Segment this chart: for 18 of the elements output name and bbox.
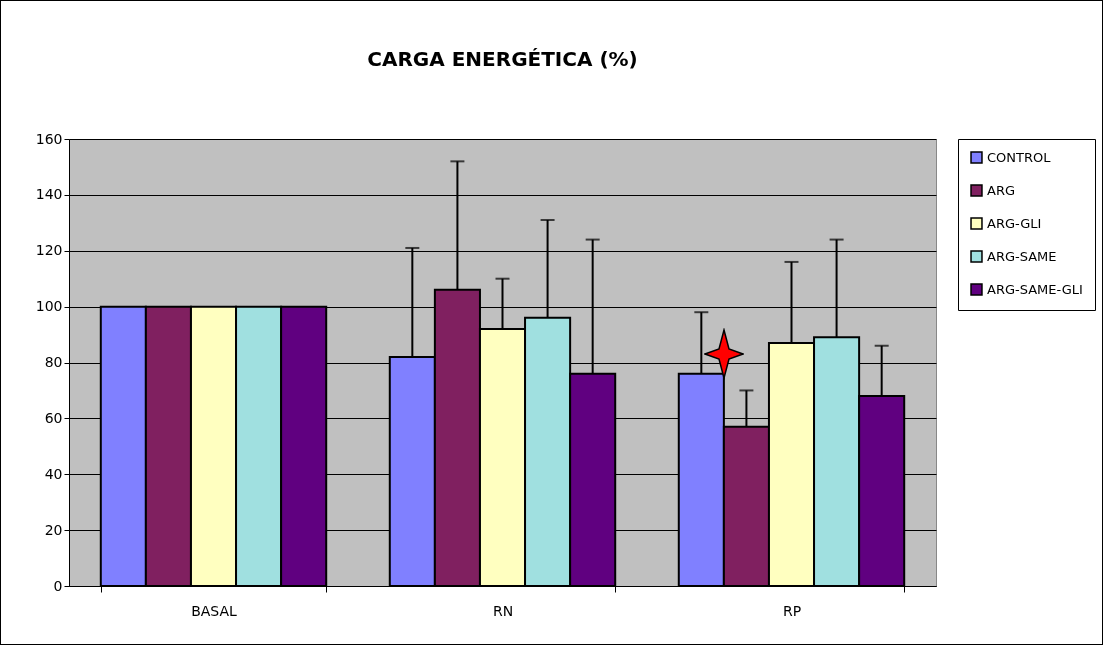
y-tick-label: 120 [35,242,63,259]
chart-title: CARGA ENERGÉTICA (%) [367,47,638,71]
legend-label: CONTROL [987,149,1052,165]
y-tick-label: 140 [35,186,63,203]
y-tick-label: 60 [44,409,63,426]
y-tick-label: 80 [44,354,63,370]
y-tick-label: 40 [44,465,63,482]
x-tick-label: RN [492,602,514,619]
x-tick-label: BASAL [191,602,238,619]
x-tick-label: RP [782,602,802,619]
y-tick-label: 160 [35,130,63,147]
y-tick-label: 0 [53,577,63,594]
legend-label: ARG-SAME-GLI [987,281,1083,297]
y-tick-label: 100 [35,298,63,315]
y-tick-label: 20 [44,521,63,538]
legend-label: ARG [987,182,1015,198]
legend-label: ARG-GLI [987,215,1042,231]
legend-label: ARG-SAME [987,248,1057,264]
